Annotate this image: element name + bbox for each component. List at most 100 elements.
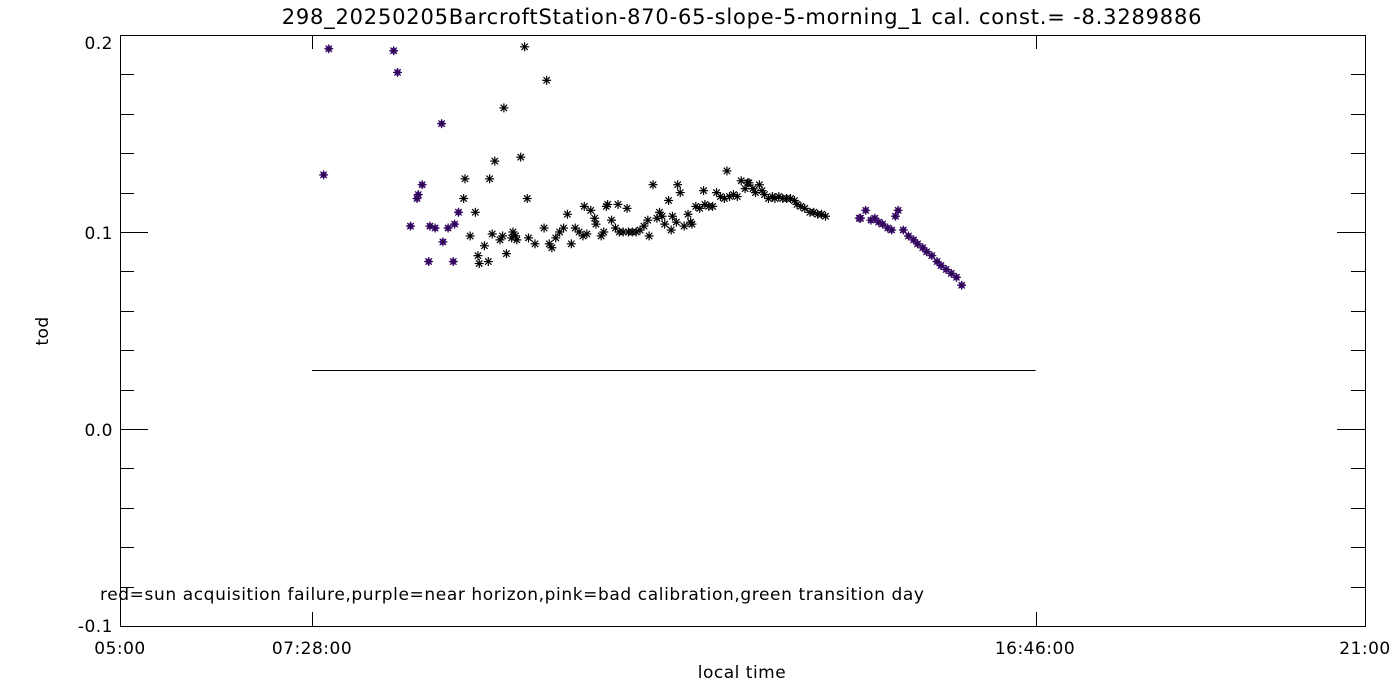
- near-horizon-point: [913, 239, 923, 249]
- point-stroke: [466, 232, 474, 240]
- point-stroke: [801, 204, 809, 212]
- point-stroke: [884, 224, 892, 232]
- point-stroke: [919, 244, 927, 252]
- point-stroke: [474, 252, 482, 260]
- point-stroke: [655, 208, 664, 216]
- near-horizon-point: [941, 264, 951, 274]
- near-horizon-point: [904, 231, 913, 241]
- point-stroke: [958, 281, 966, 289]
- data-point: [542, 75, 552, 85]
- data-point: [679, 221, 689, 231]
- near-horizon-point: [922, 247, 932, 257]
- near-horizon-point: [450, 219, 460, 229]
- data-point: [712, 188, 722, 198]
- data-point: [470, 207, 480, 217]
- data-point: [512, 235, 522, 245]
- near-horizon-point: [878, 219, 888, 229]
- point-stroke: [640, 222, 648, 230]
- point-stroke: [790, 196, 798, 205]
- flag-legend-note: red=sun acquisition failure,purple=near …: [100, 585, 925, 605]
- point-stroke: [543, 76, 551, 84]
- data-point: [643, 215, 653, 225]
- plot-frame: [120, 35, 1366, 627]
- x-tick-label-072800: 07:28:00: [272, 639, 352, 659]
- data-point: [591, 219, 601, 229]
- near-horizon-point: [893, 205, 903, 215]
- point-stroke: [645, 232, 653, 240]
- point-stroke: [540, 224, 548, 232]
- data-point: [708, 201, 718, 211]
- data-point: [695, 203, 705, 213]
- y-tick-label-0.1: 0.1: [84, 224, 113, 244]
- point-stroke: [523, 194, 531, 203]
- data-point: [648, 180, 658, 190]
- data-point: [699, 186, 709, 196]
- data-point: [551, 233, 561, 243]
- point-stroke: [614, 200, 622, 209]
- point-stroke: [745, 179, 753, 187]
- data-point: [485, 174, 495, 184]
- point-stroke: [937, 261, 945, 270]
- data-point: [547, 243, 557, 253]
- data-point: [607, 215, 617, 225]
- point-stroke: [438, 120, 446, 128]
- x-axis-label: local time: [698, 663, 786, 683]
- data-point: [673, 180, 683, 190]
- data-point: [483, 257, 493, 267]
- near-horizon-point: [393, 67, 403, 77]
- data-point: [539, 223, 549, 233]
- point-stroke: [947, 269, 955, 277]
- point-stroke: [672, 218, 680, 226]
- point-stroke: [517, 153, 525, 161]
- point-stroke: [406, 222, 415, 230]
- point-stroke: [933, 257, 941, 266]
- near-horizon-point: [861, 205, 871, 215]
- near-horizon-point: [430, 223, 440, 233]
- point-stroke: [821, 212, 830, 220]
- near-horizon-point: [856, 213, 866, 223]
- near-horizon-point: [438, 237, 448, 247]
- point-stroke: [431, 224, 439, 232]
- point-stroke: [531, 240, 539, 248]
- data-point: [671, 217, 681, 227]
- point-stroke: [817, 210, 826, 218]
- data-point: [675, 188, 685, 198]
- data-point: [603, 199, 613, 209]
- near-horizon-point: [927, 251, 937, 261]
- data-point: [487, 229, 497, 239]
- data-point: [495, 235, 505, 245]
- point-stroke: [485, 175, 494, 183]
- point-stroke: [668, 212, 677, 220]
- near-horizon-point: [936, 260, 946, 270]
- point-stroke: [559, 224, 568, 232]
- data-point: [566, 239, 576, 249]
- point-stroke: [509, 228, 517, 236]
- point-stroke: [513, 236, 521, 244]
- point-stroke: [449, 257, 457, 266]
- point-stroke: [502, 250, 511, 258]
- point-stroke: [524, 234, 533, 242]
- point-stroke: [676, 188, 684, 197]
- point-stroke: [755, 181, 763, 189]
- point-stroke: [667, 226, 675, 234]
- point-stroke: [500, 104, 508, 112]
- point-stroke: [737, 177, 745, 185]
- point-stroke: [511, 232, 520, 240]
- point-stroke: [425, 257, 433, 266]
- point-stroke: [658, 212, 666, 220]
- point-stroke: [552, 234, 560, 242]
- point-stroke: [426, 222, 434, 230]
- near-horizon-point: [898, 225, 908, 235]
- data-point: [667, 211, 677, 221]
- point-stroke: [583, 230, 591, 238]
- point-stroke: [319, 171, 328, 179]
- point-stroke: [696, 204, 704, 212]
- data-point: [821, 211, 830, 221]
- data-point: [722, 166, 732, 176]
- point-stroke: [664, 196, 673, 205]
- point-stroke: [701, 200, 709, 209]
- point-stroke: [786, 194, 795, 203]
- point-stroke: [644, 216, 652, 224]
- x-tick-label-0500: 05:00: [94, 639, 146, 659]
- point-stroke: [619, 228, 627, 236]
